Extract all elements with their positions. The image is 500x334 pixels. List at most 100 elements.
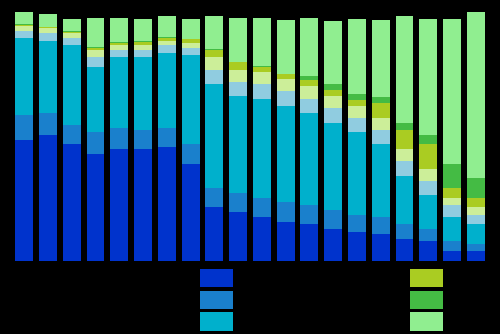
Bar [467, 11, 484, 178]
Bar [182, 164, 200, 261]
Bar [229, 69, 247, 81]
Bar [443, 188, 461, 198]
Bar [396, 161, 413, 176]
Bar [276, 73, 294, 74]
Bar [86, 18, 104, 46]
Bar [63, 32, 80, 33]
Bar [206, 188, 224, 207]
Bar [206, 69, 224, 84]
Bar [63, 125, 80, 145]
Bar [467, 224, 484, 243]
Bar [16, 140, 33, 261]
Bar [206, 50, 224, 57]
Bar [229, 96, 247, 193]
Bar [253, 66, 271, 67]
Bar [39, 40, 57, 113]
Bar [276, 202, 294, 222]
Bar [86, 57, 104, 67]
Bar [348, 231, 366, 261]
Bar [372, 20, 390, 97]
Bar [467, 251, 484, 261]
Bar [229, 212, 247, 261]
Bar [443, 19, 461, 164]
Bar [348, 118, 366, 132]
Bar [348, 132, 366, 214]
Bar [86, 154, 104, 261]
Bar [372, 118, 390, 130]
Bar [182, 19, 200, 39]
Bar [182, 43, 200, 48]
Bar [16, 25, 33, 26]
Bar [324, 84, 342, 90]
Bar [467, 198, 484, 207]
Bar [86, 48, 104, 50]
Bar [324, 90, 342, 96]
Bar [253, 99, 271, 198]
Bar [86, 50, 104, 57]
Bar [372, 104, 390, 118]
Bar [229, 61, 247, 62]
Bar [420, 145, 437, 169]
Bar [206, 207, 224, 261]
Bar [39, 26, 57, 27]
Bar [206, 57, 224, 69]
Bar [467, 178, 484, 198]
Bar [324, 108, 342, 123]
Bar [63, 145, 80, 261]
Bar [110, 128, 128, 149]
Bar [420, 195, 437, 229]
Bar [372, 217, 390, 234]
Bar [443, 241, 461, 251]
Bar [420, 241, 437, 261]
Bar [39, 33, 57, 40]
Bar [253, 72, 271, 84]
Bar [300, 75, 318, 80]
Bar [39, 27, 57, 28]
Bar [372, 130, 390, 145]
Bar [276, 79, 294, 91]
Bar [86, 132, 104, 154]
Bar [134, 50, 152, 57]
Bar [372, 234, 390, 261]
Bar [372, 145, 390, 217]
Bar [324, 96, 342, 108]
Bar [158, 53, 176, 128]
Bar [229, 193, 247, 212]
Bar [276, 91, 294, 106]
Bar [16, 26, 33, 31]
Bar [16, 116, 33, 140]
Bar [16, 38, 33, 116]
Bar [110, 149, 128, 261]
Bar [420, 181, 437, 195]
Bar [396, 123, 413, 130]
Bar [206, 84, 224, 188]
Bar [134, 149, 152, 261]
Bar [396, 130, 413, 149]
Bar [300, 224, 318, 261]
Bar [134, 57, 152, 130]
Bar [63, 38, 80, 45]
Bar [396, 224, 413, 239]
Bar [348, 94, 366, 100]
Bar [182, 55, 200, 145]
Bar [348, 19, 366, 94]
Bar [253, 217, 271, 261]
Bar [467, 207, 484, 214]
Bar [420, 19, 437, 135]
Bar [206, 16, 224, 49]
Bar [110, 18, 128, 42]
Bar [276, 106, 294, 202]
Bar [300, 205, 318, 224]
Bar [324, 123, 342, 210]
Bar [276, 20, 294, 73]
Bar [86, 46, 104, 48]
Bar [420, 169, 437, 181]
Bar [134, 42, 152, 45]
Bar [253, 198, 271, 217]
Bar [420, 135, 437, 145]
Bar [443, 205, 461, 217]
Bar [110, 45, 128, 50]
Bar [134, 130, 152, 149]
Bar [182, 145, 200, 164]
Bar [372, 97, 390, 104]
